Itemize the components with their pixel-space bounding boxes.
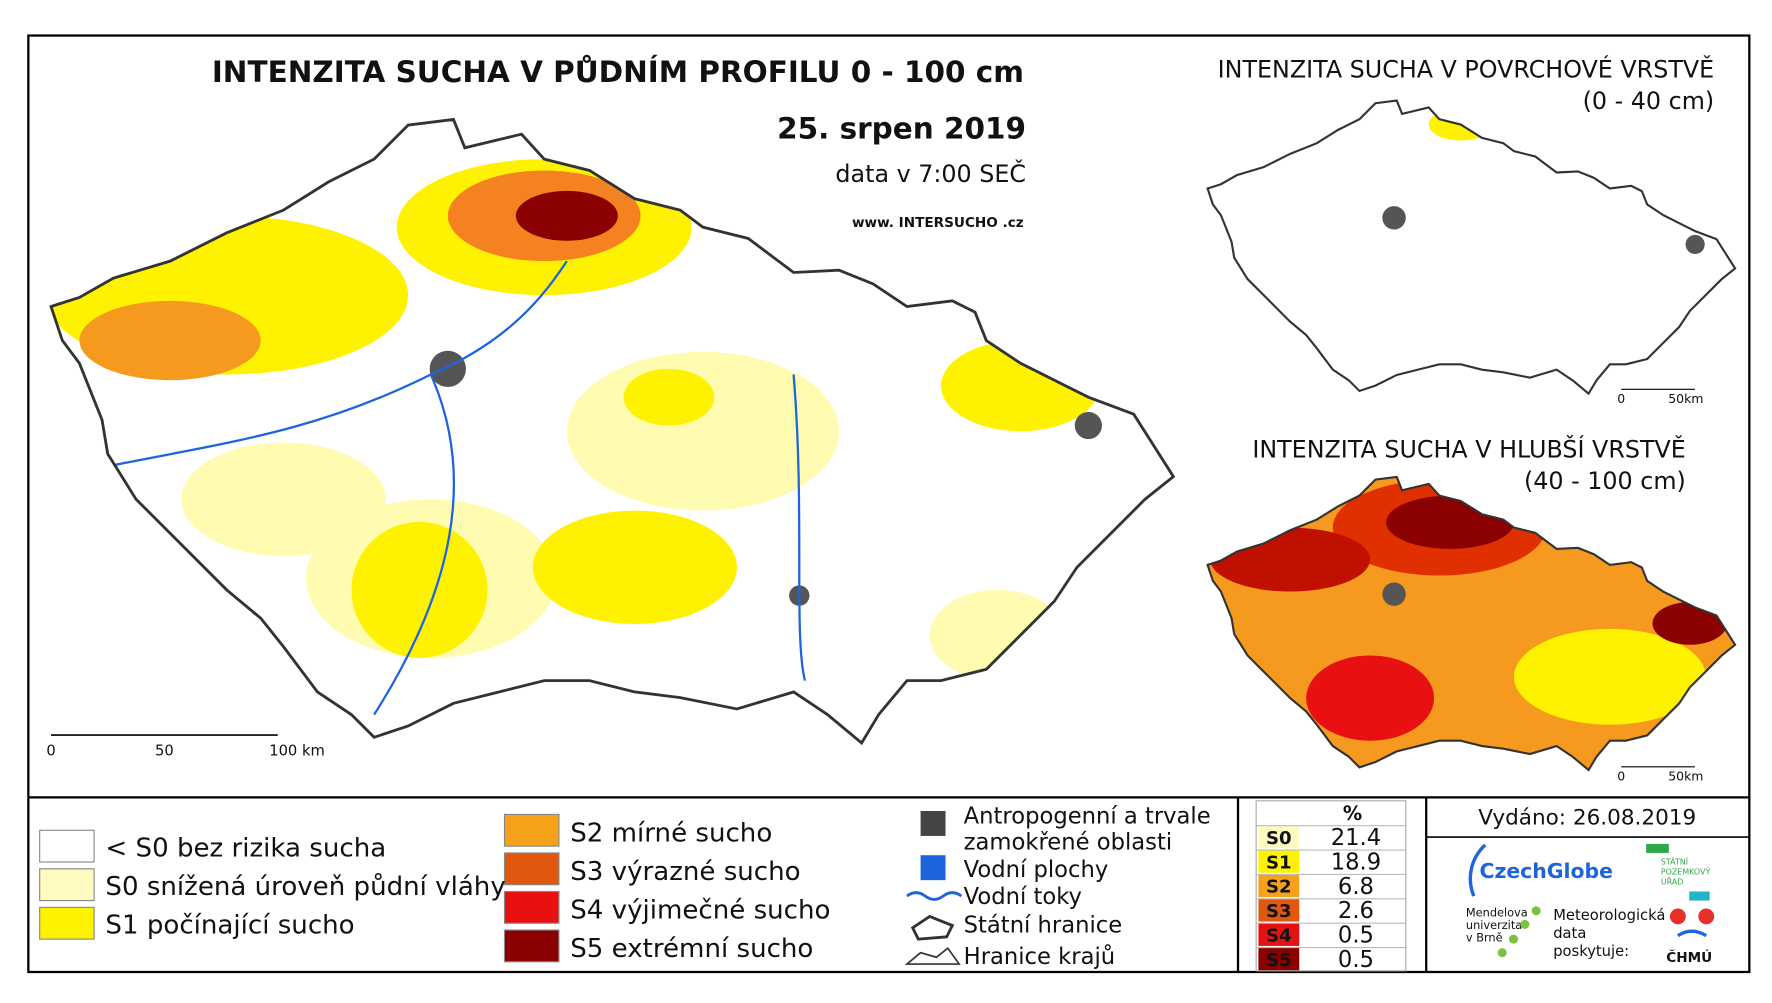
legend-label: S4 výjimečné sucho xyxy=(570,896,830,926)
legend-label: S5 extrémní sucho xyxy=(570,934,813,964)
logo-spu: POZEMKOVÝ xyxy=(1661,865,1711,876)
scale-label: 0 xyxy=(1617,391,1625,406)
legend-label: zamokřené oblasti xyxy=(964,830,1173,856)
date: 25. srpen 2019 xyxy=(777,112,1026,146)
website: www. INTERSUCHO .cz xyxy=(852,215,1024,231)
logo-mendelu: v Brně xyxy=(1466,930,1503,944)
scale-label: 50km xyxy=(1668,391,1703,406)
class-label: S2 xyxy=(1266,877,1292,898)
logo-spu: ÚŘAD xyxy=(1661,876,1684,887)
percent-value: 6.8 xyxy=(1338,874,1374,900)
class-swatch xyxy=(1258,923,1300,946)
class-label: S4 xyxy=(1266,925,1292,946)
percent-value: 21.4 xyxy=(1331,825,1381,851)
surface-depth: (0 - 40 cm) xyxy=(1583,87,1715,115)
statistics-table: % S0 21.4 S1 18.9 S2 6.8 S3 2.6 S4 0.5 S5 0.5 xyxy=(1255,800,1407,973)
deep-title: INTENZITA SUCHA V HLUBŠÍ VRSTVĚ xyxy=(1252,435,1686,463)
legend-label: S3 výrazné sucho xyxy=(570,857,800,887)
scale-label: 50 xyxy=(155,742,174,759)
logo-chmu-note: poskytuje: xyxy=(1553,943,1629,960)
class-label: S5 xyxy=(1266,950,1292,971)
logo-mendelu: Mendelova xyxy=(1466,905,1528,919)
legend-label: Státní hranice xyxy=(964,912,1123,938)
scale-label: 0 xyxy=(1617,768,1625,783)
legend-label: Vodní plochy xyxy=(964,857,1109,883)
percent-value: 0.5 xyxy=(1338,947,1374,973)
main-title: INTENZITA SUCHA V PŮDNÍM PROFILU 0 - 100… xyxy=(212,53,1024,89)
legend-label: Vodní toky xyxy=(964,884,1082,910)
class-swatch xyxy=(1258,850,1300,873)
class-label: S0 xyxy=(1266,828,1292,849)
logo-czechglobe: CzechGlobe xyxy=(1480,859,1613,883)
issued: Vydáno: 26.08.2019 xyxy=(1478,806,1696,831)
class-swatch xyxy=(1258,874,1300,898)
percent-value: 0.5 xyxy=(1338,923,1374,949)
logo-chmu-note: Meteorologická xyxy=(1553,907,1665,924)
legend: < S0 bez rizika sucha S0 snížená úroveň … xyxy=(39,803,1211,970)
data-time: data v 7:00 SEČ xyxy=(835,160,1026,188)
scale-label: 0 xyxy=(46,742,55,759)
logo-mendelu: univerzita xyxy=(1466,918,1522,932)
scale-label: 50km xyxy=(1668,768,1703,783)
legend-label: < S0 bez rizika sucha xyxy=(105,833,386,863)
class-label: S3 xyxy=(1266,901,1292,922)
class-swatch xyxy=(1258,825,1300,849)
legend-label: S2 mírné sucho xyxy=(570,819,772,849)
legend-label: S0 snížená úroveň půdní vláhy xyxy=(105,872,505,902)
class-swatch xyxy=(1258,898,1300,922)
logo-chmu-note: data xyxy=(1553,925,1586,942)
legend-label: Antropogenní a trvale xyxy=(964,803,1211,829)
scale-label: 100 km xyxy=(269,742,325,759)
deep-depth: (40 - 100 cm) xyxy=(1524,467,1686,495)
percent-value: 18.9 xyxy=(1331,849,1381,875)
class-swatch xyxy=(1258,947,1300,971)
class-label: S1 xyxy=(1266,852,1292,873)
percent-value: 2.6 xyxy=(1338,898,1374,924)
logo-chmu: ČHMÚ xyxy=(1666,948,1712,966)
logo-spu: STÁTNÍ xyxy=(1661,855,1689,866)
legend-label: S1 počínající sucho xyxy=(105,910,354,940)
legend-label: Hranice krajů xyxy=(964,943,1115,970)
logos: CzechGlobe STÁTNÍ POZEMKOVÝ ÚŘAD Mendelo… xyxy=(1466,843,1715,966)
surface-title: INTENZITA SUCHA V POVRCHOVÉ VRSTVĚ xyxy=(1218,55,1715,83)
table-header: % xyxy=(1343,802,1362,825)
